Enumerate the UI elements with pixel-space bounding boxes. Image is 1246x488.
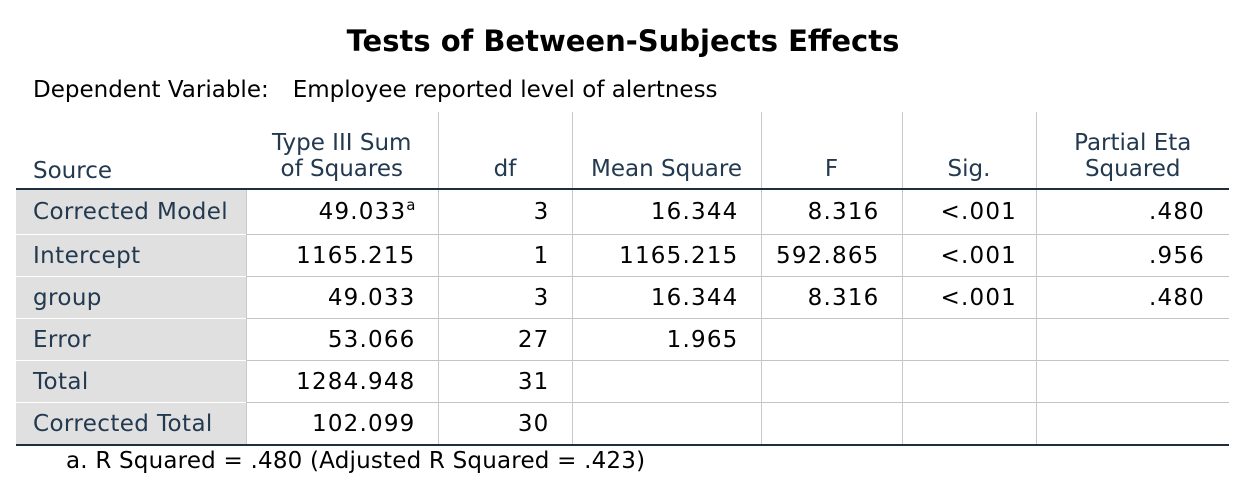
header-sig: Sig. [901,112,1036,190]
cell-f: 592.865 [760,234,902,277]
row-label-corrected-model: Corrected Model [16,189,246,235]
cell-partial-eta [1035,318,1229,361]
table-row: Error 53.066 27 1.965 [16,318,1229,361]
table-row: group 49.033 3 16.344 8.316 <.001 .480 [16,276,1229,319]
table-title: Tests of Between-Subjects Effects [346,24,900,58]
header-eta-line2: Squared [1084,156,1181,182]
cell-df: 30 [437,402,572,446]
row-label-intercept: Intercept [16,234,246,277]
header-sum-of-squares: Type III Sum of Squares [246,112,438,190]
cell-df: 31 [437,360,572,403]
header-ss-line2: of Squares [280,156,403,182]
cell-partial-eta [1035,360,1229,403]
cell-partial-eta [1035,402,1229,446]
header-eta-line1: Partial Eta [1074,130,1192,156]
table-row: Total 1284.948 31 [16,360,1229,403]
dependent-variable-label: Dependent Variable: [33,77,269,103]
cell-ss: 49.033a [245,189,438,235]
cell-df: 3 [437,189,572,235]
dependent-variable-value: Employee reported level of alertness [292,77,718,103]
cell-df: 1 [437,234,572,277]
header-df: df [437,112,572,190]
cell-sig: <.001 [901,234,1036,277]
header-partial-eta-squared: Partial Eta Squared [1035,112,1229,190]
cell-f [760,360,902,403]
cell-sig: <.001 [901,276,1036,319]
cell-df: 27 [437,318,572,361]
cell-ss: 53.066 [245,318,438,361]
header-source: Source [16,112,246,190]
cell-f: 8.316 [760,276,902,319]
header-mean-square: Mean Square [571,112,761,190]
cell-sig [901,402,1036,446]
header-f: F [760,112,902,190]
cell-mean-square: 16.344 [571,189,761,235]
cell-f [760,402,902,446]
row-label-corrected-total: Corrected Total [16,402,246,446]
header-ss-line1: Type III Sum [272,130,412,156]
cell-ss: 102.099 [245,402,438,446]
row-label-total: Total [16,360,246,403]
cell-mean-square: 1.965 [571,318,761,361]
footnote-marker: a [406,196,416,214]
between-subjects-effects-table: Source Type III Sum of Squares df Mean Sq… [16,112,1229,446]
cell-partial-eta: .480 [1035,189,1229,235]
table-row: Intercept 1165.215 1 1165.215 592.865 <.… [16,234,1229,277]
cell-partial-eta: .956 [1035,234,1229,277]
table-row: Corrected Model 49.033a 3 16.344 8.316 <… [16,189,1229,235]
cell-ss: 1284.948 [245,360,438,403]
table-footnote: a. R Squared = .480 (Adjusted R Squared … [66,448,646,474]
cell-mean-square [571,360,761,403]
table-row: Corrected Total 102.099 30 [16,402,1229,446]
cell-partial-eta: .480 [1035,276,1229,319]
cell-ss-value: 49.033 [318,199,407,225]
cell-sig [901,318,1036,361]
row-label-error: Error [16,318,246,361]
cell-mean-square: 1165.215 [571,234,761,277]
cell-sig [901,360,1036,403]
cell-f [760,318,902,361]
header-row: Source Type III Sum of Squares df Mean Sq… [16,112,1229,190]
cell-f: 8.316 [760,189,902,235]
dependent-variable: Dependent Variable: Employee reported lev… [33,77,718,103]
cell-ss: 1165.215 [245,234,438,277]
cell-mean-square [571,402,761,446]
cell-ss: 49.033 [245,276,438,319]
cell-df: 3 [437,276,572,319]
cell-mean-square: 16.344 [571,276,761,319]
cell-sig: <.001 [901,189,1036,235]
row-label-group: group [16,276,246,319]
